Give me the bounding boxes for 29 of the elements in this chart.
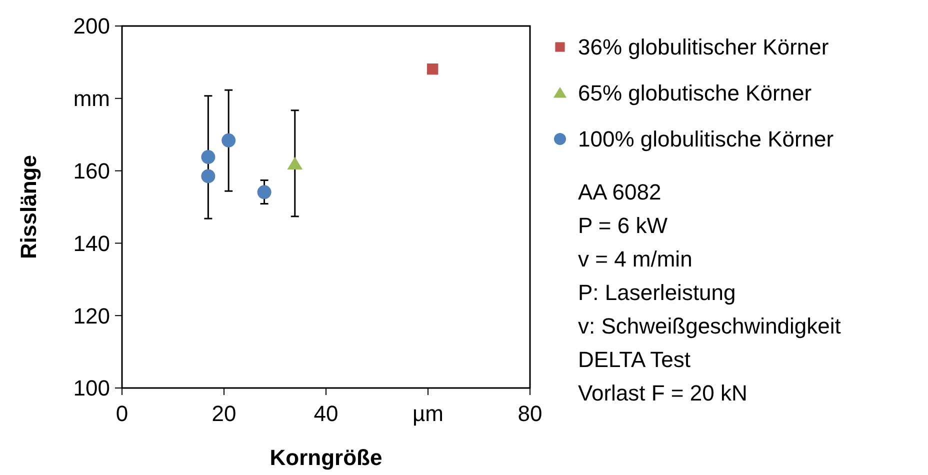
x-tick-label: 20 <box>212 401 236 426</box>
x-tick-label: 0 <box>116 401 128 426</box>
x-tick-label: 80 <box>518 401 542 426</box>
text: P = 6 kW <box>578 213 668 238</box>
text: Vorlast F = 20 kN <box>578 380 748 406</box>
point <box>257 185 272 200</box>
point <box>287 156 303 170</box>
text: AA 6082 <box>578 180 662 205</box>
x-axis-title: Korngröße <box>270 445 382 470</box>
point <box>201 169 216 184</box>
y-tick-label: 120 <box>73 303 110 328</box>
x-tick-label: µm <box>412 401 444 426</box>
point <box>201 150 216 164</box>
y-axis-title: Risslänge <box>16 155 41 259</box>
text: v: Schweißgeschwindigkeit <box>578 314 841 339</box>
y-tick-label: 160 <box>73 158 110 184</box>
legend-label: 65% globutische Körner <box>578 80 812 106</box>
point <box>222 133 236 148</box>
y-tick-label: 140 <box>73 230 110 256</box>
legend-label: 36% globulitischer Körner <box>578 34 829 60</box>
y-tick-label: mm <box>73 86 110 112</box>
y-tick-label: 200 <box>73 14 110 39</box>
text: DELTA Test <box>578 347 690 372</box>
text: v = 4 m/min <box>578 246 692 272</box>
x-tick-label: 40 <box>314 401 338 426</box>
y-tick-label: 100 <box>73 376 110 401</box>
text: P: Laserleistung <box>578 280 736 306</box>
point <box>426 63 438 75</box>
legend-label: 100% globulitische Körner <box>578 126 834 152</box>
